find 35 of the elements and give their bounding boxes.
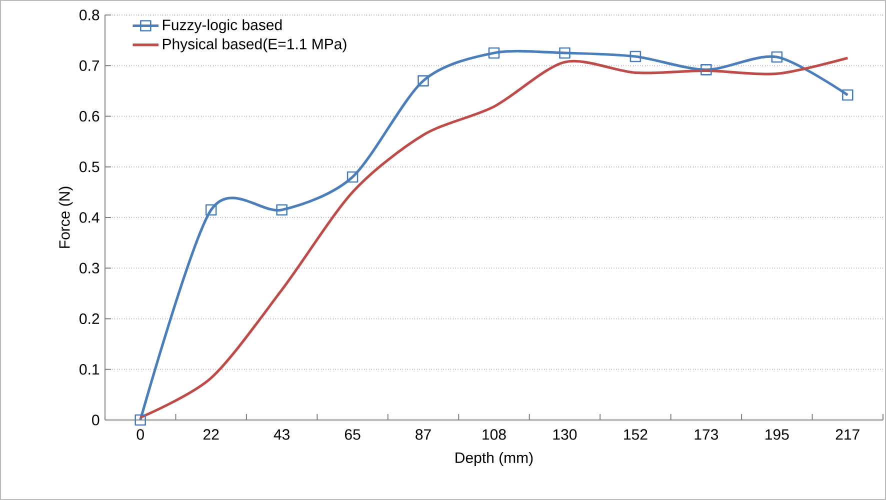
y-tick-label: 0.6 bbox=[80, 110, 100, 122]
point bbox=[134, 414, 146, 426]
point bbox=[630, 50, 642, 62]
legend-label: Physical based(E=1.1 MPa) bbox=[162, 38, 346, 52]
y-tick-label: 0.1 bbox=[80, 364, 100, 375]
x-tick-label: 130 bbox=[553, 429, 577, 440]
y-axis-title: Force (N) bbox=[58, 186, 73, 248]
point bbox=[418, 75, 429, 86]
y-tick-label: 0.7 bbox=[80, 60, 100, 71]
y-tick-label: 0.8 bbox=[80, 10, 100, 20]
x-tick-label: 108 bbox=[482, 429, 506, 440]
x-tick-label: 87 bbox=[416, 429, 431, 440]
point bbox=[700, 64, 712, 76]
x-tick-label: 65 bbox=[344, 429, 360, 440]
x-tick-label: 152 bbox=[624, 429, 648, 440]
y-tick-label: 0.3 bbox=[80, 262, 100, 274]
x-tick-label: 43 bbox=[274, 429, 290, 440]
x-tick-label: 195 bbox=[766, 429, 789, 440]
point bbox=[842, 89, 854, 101]
y-tick-label: 0 bbox=[92, 414, 100, 426]
y-tick-label: 0.2 bbox=[80, 313, 100, 324]
y-tick-label: 0.5 bbox=[80, 162, 100, 172]
point bbox=[346, 171, 358, 183]
point bbox=[559, 47, 570, 59]
x-tick-label: 217 bbox=[836, 429, 860, 440]
x-tick-label: 22 bbox=[204, 429, 219, 440]
point bbox=[771, 51, 783, 63]
x-axis-title: Depth (mm) bbox=[456, 452, 533, 466]
legend-label: Fuzzy-logic based bbox=[162, 19, 282, 34]
point bbox=[488, 47, 500, 59]
point bbox=[276, 204, 288, 216]
y-tick-label: 0.4 bbox=[80, 212, 100, 223]
point bbox=[205, 204, 217, 216]
x-tick-label: 0 bbox=[136, 429, 144, 440]
x-tick-label: 173 bbox=[694, 429, 718, 440]
